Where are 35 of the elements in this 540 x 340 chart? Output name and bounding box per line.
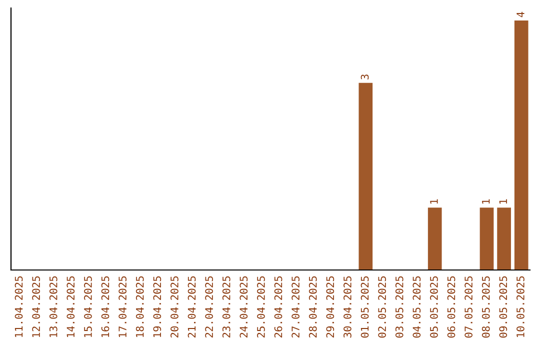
x-tick-label: 02.05.2025 bbox=[378, 276, 386, 338]
data-label: 1 bbox=[430, 199, 438, 204]
x-tick-label: 05.05.2025 bbox=[430, 276, 438, 338]
x-tick-label: 24.04.2025 bbox=[240, 276, 248, 338]
x-tick-label: 25.04.2025 bbox=[257, 276, 265, 338]
x-tick-label: 30.04.2025 bbox=[344, 276, 352, 338]
data-label: 1 bbox=[499, 199, 507, 204]
x-tick-label: 18.04.2025 bbox=[136, 276, 144, 338]
x-tick-label: 15.04.2025 bbox=[84, 276, 92, 338]
x-tick-label: 27.04.2025 bbox=[292, 276, 300, 338]
x-tick-label: 04.05.2025 bbox=[412, 276, 421, 338]
x-tick-label: 07.05.2025 bbox=[464, 276, 472, 338]
x-tick-label: 28.04.2025 bbox=[308, 276, 317, 338]
x-tick-label: 23.04.2025 bbox=[222, 276, 230, 338]
x-tick-label: 26.04.2025 bbox=[274, 276, 282, 338]
x-tick-label: 08.05.2025 bbox=[482, 276, 490, 338]
x-tick-label: 20.04.2025 bbox=[170, 276, 178, 338]
x-tick-label: 03.05.2025 bbox=[395, 276, 404, 338]
x-tick-label: 19.04.2025 bbox=[153, 276, 162, 338]
x-tick-label: 10.05.2025 bbox=[516, 276, 524, 338]
data-label: 1 bbox=[482, 199, 490, 204]
x-tick-label: 01.05.2025 bbox=[360, 276, 369, 338]
x-tick-label: 06.05.2025 bbox=[447, 276, 456, 338]
x-tick-label: 13.04.2025 bbox=[49, 276, 58, 338]
x-tick-label: 09.05.2025 bbox=[499, 276, 508, 338]
data-label: 3 bbox=[360, 74, 369, 80]
x-tick-label: 14.04.2025 bbox=[66, 276, 75, 338]
x-tick-label: 21.04.2025 bbox=[188, 276, 196, 338]
x-tick-label: 29.04.2025 bbox=[326, 276, 334, 338]
x-tick-label: 17.04.2025 bbox=[118, 276, 126, 338]
x-tick-label: 22.04.2025 bbox=[205, 276, 213, 338]
x-tick-label: 16.04.2025 bbox=[101, 276, 110, 338]
x-tick-label: 12.04.2025 bbox=[32, 276, 40, 338]
x-tick-label: 11.04.2025 bbox=[14, 276, 23, 338]
data-label: 4 bbox=[516, 12, 524, 18]
